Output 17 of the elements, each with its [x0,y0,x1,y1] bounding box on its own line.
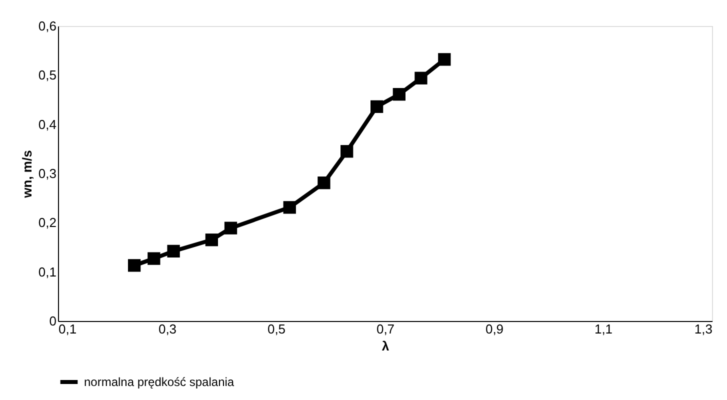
y-tick-label: 0,2 [38,215,56,230]
x-tick-label: 1,3 [694,322,712,336]
y-tick-label: 0,3 [38,166,56,181]
y-tick-label: 0 [49,314,56,328]
x-tick-label: 0,5 [267,322,286,336]
y-tick-label: 0,4 [38,116,56,132]
x-tick-label: 0,7 [376,322,395,336]
y-tick-label: 0,1 [38,264,56,280]
x-tick-label: 0,9 [485,322,504,336]
x-tick-label: 1,1 [594,322,613,336]
x-tick-label: 0,1 [58,322,77,336]
y-tick-label: 0,6 [38,18,56,34]
legend-label: normalna prędkość spalania [84,375,234,389]
x-axis-title: λ [382,338,390,354]
y-axis-title: wn, m/s [19,150,34,199]
x-tick-label: 0,3 [158,322,177,336]
y-tick-label: 0,5 [38,68,56,83]
